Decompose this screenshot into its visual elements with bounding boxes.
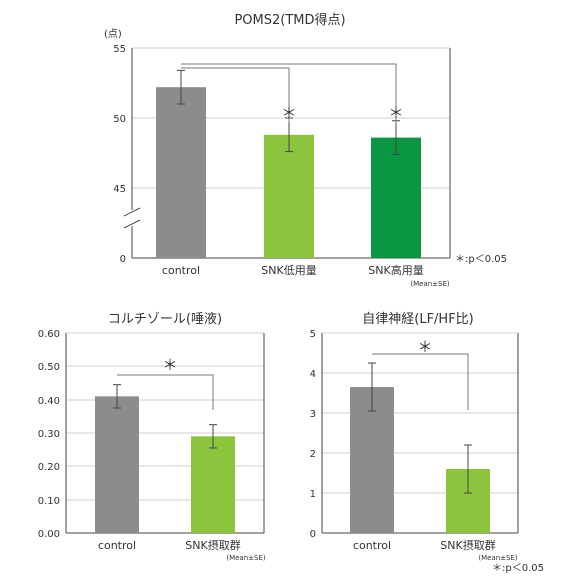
- lfhf-y-tick: 0: [310, 529, 316, 540]
- poms2-y-tick: 45: [113, 184, 126, 195]
- lfhf-p-note: ＊:p＜0.05: [492, 563, 544, 574]
- lfhf-x-label: control: [353, 539, 391, 552]
- lfhf-error-bar: [464, 444, 472, 494]
- cortisol-bar-control: [95, 396, 139, 533]
- poms2-y-tick: 55: [113, 44, 126, 55]
- cortisol-chart: コルチゾール(唾液) 0.60 0.50 0.40 0.30 0.20 0.10…: [38, 312, 266, 562]
- cortisol-mean-se-note: (Mean±SE): [226, 554, 266, 562]
- lfhf-y-tick: 4: [310, 369, 316, 380]
- poms2-y-unit: (点): [104, 28, 122, 40]
- poms2-axis-break-mark: [123, 219, 141, 229]
- poms2-significance-bracket: [181, 63, 397, 123]
- cortisol-y-tick: 0.20: [38, 462, 60, 473]
- poms2-chart: POMS2(TMD得点) (点) 55 50 45 0 ＊ ＊ contro: [104, 12, 507, 288]
- lfhf-chart: 自律神経(LF/HF比) 5 4 3 2 1 0 ＊ control SNK摂取…: [310, 312, 544, 574]
- lfhf-significance-bracket: [372, 353, 469, 410]
- cortisol-significance-star: ＊: [162, 356, 177, 374]
- lfhf-y-tick: 1: [310, 489, 316, 500]
- poms2-bar-snk-low: [264, 134, 314, 258]
- poms2-title: POMS2(TMD得点): [234, 12, 345, 28]
- cortisol-bar-snk: [191, 436, 235, 533]
- cortisol-error-bar: [113, 384, 121, 409]
- poms2-bar-snk-high: [371, 137, 421, 258]
- poms2-x-label: control: [162, 264, 200, 277]
- cortisol-y-tick: 0.30: [38, 429, 60, 440]
- cortisol-x-label: SNK摂取群: [185, 538, 240, 552]
- lfhf-title: 自律神経(LF/HF比): [362, 312, 474, 327]
- poms2-significance-star: ＊: [281, 104, 296, 122]
- cortisol-y-tick: 0.60: [38, 329, 60, 340]
- cortisol-y-tick: 0.50: [38, 362, 60, 373]
- poms2-x-label: SNK高用量: [368, 263, 423, 277]
- cortisol-x-label: control: [98, 539, 136, 552]
- lfhf-y-tick: 3: [310, 409, 316, 420]
- cortisol-title: コルチゾール(唾液): [108, 312, 222, 327]
- lfhf-y-tick: 5: [310, 329, 316, 340]
- poms2-y-tick: 0: [120, 254, 126, 265]
- poms2-y-tick: 50: [113, 114, 126, 125]
- poms2-axis-break-mark: [123, 207, 141, 217]
- cortisol-significance-bracket: [117, 374, 214, 410]
- cortisol-y-tick: 0.40: [38, 396, 60, 407]
- cortisol-y-tick: 0.00: [38, 529, 60, 540]
- poms2-significance-bracket: [181, 67, 290, 123]
- poms2-bar-control: [156, 87, 206, 258]
- lfhf-mean-se-note: (Mean±SE): [478, 554, 518, 562]
- poms2-p-note: ＊:p＜0.05: [455, 254, 507, 265]
- poms2-significance-star: ＊: [388, 104, 403, 122]
- cortisol-error-bar: [209, 424, 217, 449]
- lfhf-y-tick: 2: [310, 449, 316, 460]
- lfhf-x-label: SNK摂取群: [440, 538, 495, 552]
- cortisol-y-tick: 0.10: [38, 496, 60, 507]
- lfhf-significance-star: ＊: [417, 338, 432, 356]
- poms2-mean-se-note: (Mean±SE): [410, 280, 450, 288]
- lfhf-error-bar: [368, 362, 376, 412]
- poms2-error-bar: [177, 69, 185, 105]
- poms2-x-label: SNK低用量: [261, 264, 316, 277]
